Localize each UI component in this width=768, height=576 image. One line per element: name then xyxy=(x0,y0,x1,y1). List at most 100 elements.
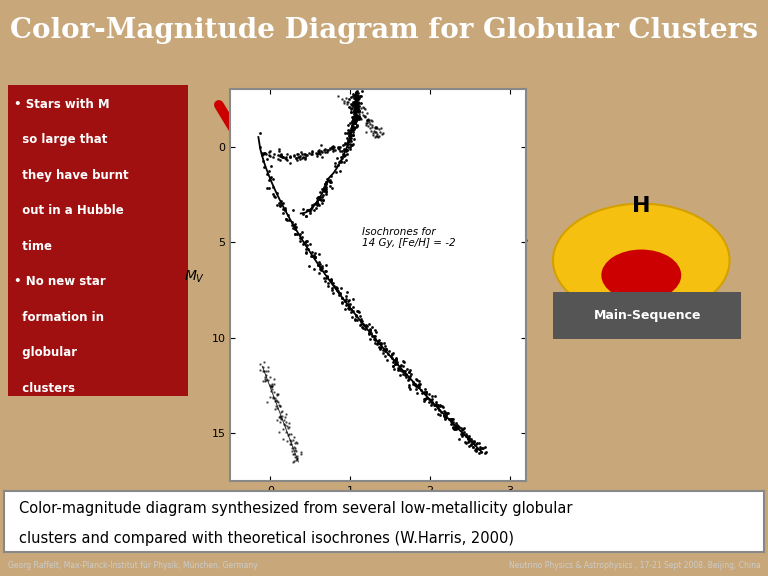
Point xyxy=(348,107,360,116)
Point xyxy=(455,431,468,441)
Point xyxy=(320,183,333,192)
Point xyxy=(429,400,442,409)
Point xyxy=(336,297,348,306)
Point xyxy=(415,385,428,395)
Point xyxy=(368,127,380,136)
Point xyxy=(277,204,290,214)
Point xyxy=(333,146,346,156)
Point xyxy=(302,205,314,214)
Point xyxy=(270,389,283,399)
Point xyxy=(259,376,271,385)
Point xyxy=(340,294,353,303)
Point xyxy=(303,148,316,157)
Point xyxy=(306,147,319,157)
Point xyxy=(263,173,276,183)
Point xyxy=(343,103,355,112)
Point xyxy=(305,251,317,260)
Point xyxy=(336,299,348,308)
Point xyxy=(296,239,309,248)
Point xyxy=(346,104,358,113)
Point xyxy=(257,366,270,376)
Point xyxy=(289,453,301,462)
Point xyxy=(367,131,379,140)
X-axis label: $(V-I)_0$: $(V-I)_0$ xyxy=(356,500,400,516)
Point xyxy=(349,94,362,103)
Point xyxy=(300,247,313,256)
Point xyxy=(300,211,313,221)
Point xyxy=(283,215,295,224)
Point xyxy=(290,153,303,162)
Point xyxy=(295,147,307,157)
Point xyxy=(253,129,266,138)
Point xyxy=(289,225,301,234)
Point xyxy=(369,339,381,348)
Point xyxy=(407,379,419,388)
Point xyxy=(357,319,369,328)
Point xyxy=(343,94,355,104)
Point xyxy=(348,115,360,124)
Point xyxy=(306,146,318,156)
Point xyxy=(262,362,274,372)
Point xyxy=(283,151,296,161)
Point xyxy=(362,329,375,339)
Point xyxy=(301,205,313,214)
Point xyxy=(355,316,367,325)
Point xyxy=(266,381,279,390)
Point xyxy=(279,206,291,215)
Point xyxy=(360,108,372,118)
Point xyxy=(294,448,306,457)
Point xyxy=(341,288,353,297)
Point xyxy=(333,145,346,154)
Point xyxy=(349,111,362,120)
Point xyxy=(449,424,462,433)
Point xyxy=(267,392,280,401)
Point xyxy=(350,116,362,125)
Point xyxy=(347,98,359,107)
Point xyxy=(288,432,300,441)
Point xyxy=(349,97,361,106)
Point xyxy=(297,152,310,161)
Point xyxy=(326,143,339,152)
Point xyxy=(346,122,359,131)
Point xyxy=(340,128,353,138)
Point xyxy=(316,262,328,271)
Point xyxy=(453,434,465,444)
Point xyxy=(357,111,369,120)
Point xyxy=(329,145,341,154)
Point xyxy=(428,401,440,410)
Point xyxy=(373,343,386,352)
Point xyxy=(412,382,425,392)
Point xyxy=(404,384,416,393)
Point xyxy=(463,437,475,446)
Point xyxy=(319,277,332,286)
Point xyxy=(438,411,450,420)
Point xyxy=(262,366,274,375)
Point xyxy=(376,130,388,139)
Point xyxy=(332,142,344,151)
Point xyxy=(283,429,296,438)
Point xyxy=(340,155,353,164)
Point xyxy=(276,407,288,416)
Point xyxy=(411,376,423,385)
Point xyxy=(364,325,376,335)
Point xyxy=(335,157,347,166)
Point xyxy=(271,396,283,406)
Point xyxy=(349,98,361,108)
Point xyxy=(308,200,320,209)
Point xyxy=(302,245,314,254)
Point xyxy=(263,150,276,160)
Point xyxy=(465,434,477,444)
Point xyxy=(300,151,312,160)
Point xyxy=(476,444,488,453)
Point xyxy=(360,119,372,128)
Point xyxy=(449,424,462,433)
Point xyxy=(263,148,275,157)
Point xyxy=(367,129,379,138)
Point xyxy=(325,277,337,286)
Point xyxy=(446,415,458,424)
Point xyxy=(338,144,350,153)
Point xyxy=(346,123,359,132)
Point xyxy=(369,124,382,133)
Point xyxy=(409,382,422,391)
Point xyxy=(345,93,357,102)
